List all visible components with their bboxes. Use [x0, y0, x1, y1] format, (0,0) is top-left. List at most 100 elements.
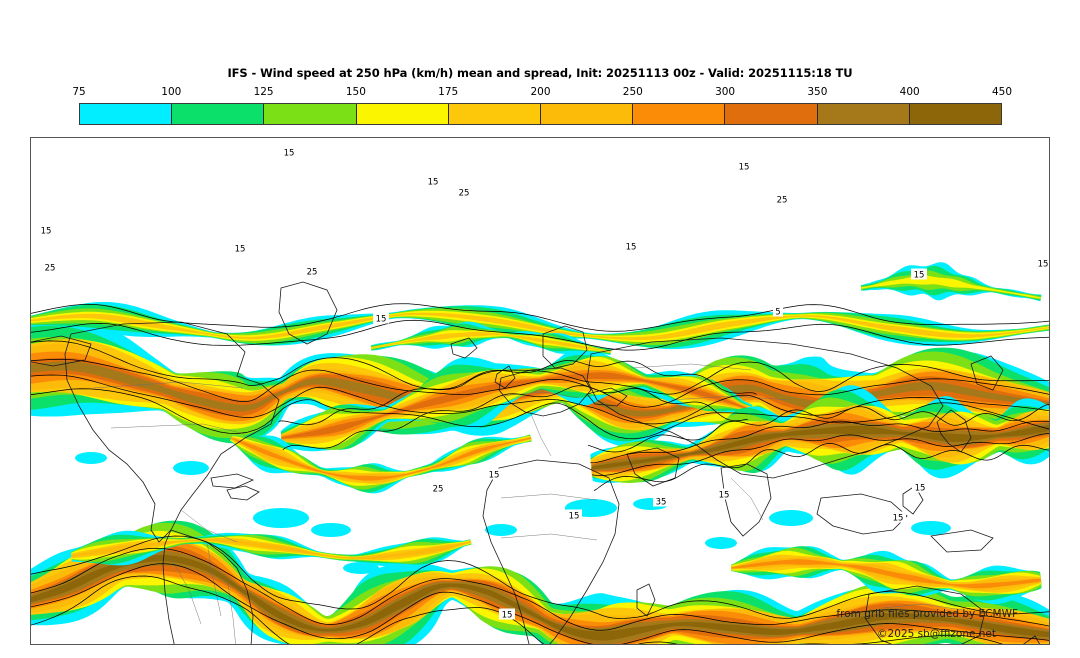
- contour-label-bg: [774, 193, 790, 205]
- colorbar-band-100-125: [172, 104, 265, 124]
- spread-contour: [31, 303, 1049, 332]
- page-title: IFS - Wind speed at 250 hPa (km/h) mean …: [227, 66, 853, 80]
- colorbar-tick-175: 175: [438, 86, 459, 98]
- wind-band: [31, 554, 1049, 641]
- colorbar-tick-250: 250: [622, 86, 643, 98]
- colorbar-band-350-400: [817, 104, 910, 124]
- wind-speed-shading: [31, 262, 1049, 644]
- contour-label: 25: [433, 484, 444, 494]
- country-border: [730, 477, 764, 521]
- spread-contour: [591, 433, 1049, 476]
- colorbar-bands: [79, 103, 1002, 125]
- wind-band: [71, 537, 472, 561]
- contour-label-bg: [653, 495, 669, 507]
- wind-band: [371, 330, 612, 353]
- country-border: [170, 557, 202, 625]
- wind-band: [343, 562, 379, 574]
- coastline: [936, 409, 972, 453]
- contour-label-bg: [911, 268, 927, 280]
- spread-contour: [31, 547, 1049, 631]
- colorbar-band-300-350: [725, 104, 818, 124]
- colorbar-tick-300: 300: [715, 86, 736, 98]
- colorbar-tick-200: 200: [530, 86, 551, 98]
- contour-label: 15: [1038, 259, 1049, 269]
- contour-label: 25: [45, 263, 56, 273]
- data-source-credit: from grib files provided by ECMWF: [836, 608, 1018, 620]
- spread-contour: [587, 403, 1049, 453]
- spread-contour: [593, 443, 1049, 492]
- contour-label-bg: [566, 509, 582, 521]
- contour-label-bg: [912, 481, 928, 493]
- contour-label-bg: [773, 305, 783, 317]
- contour-label-bg: [281, 146, 297, 158]
- wind-band: [229, 434, 532, 494]
- contour-label-bg: [890, 511, 906, 523]
- wind-band: [861, 275, 1042, 299]
- coastline: [64, 321, 280, 543]
- country-border: [670, 395, 792, 401]
- spread-contour: [31, 563, 1049, 644]
- wind-band: [769, 510, 813, 526]
- contour-label-bg: [425, 175, 441, 187]
- colorbar-band-175-200: [448, 104, 542, 124]
- coastline: [162, 529, 254, 644]
- country-border: [206, 541, 222, 617]
- colorbar-band-400-450: [909, 104, 1002, 124]
- contour-label: 15: [569, 511, 580, 521]
- country-border: [882, 603, 964, 611]
- coastline: [586, 387, 628, 407]
- contour-label: 15: [626, 242, 637, 252]
- colorbar-tick-350: 350: [807, 86, 828, 98]
- contour-label: 15: [41, 226, 52, 236]
- contour-label: 35: [656, 497, 667, 507]
- wind-band: [281, 372, 752, 439]
- country-border: [226, 577, 236, 644]
- contour-label: 5: [775, 307, 780, 317]
- wind-band: [31, 312, 1049, 340]
- colorbar: 75 100 125 150 175 200 250 300 350 400 450: [72, 86, 1012, 125]
- coastline: [31, 335, 92, 367]
- coastline: [636, 583, 656, 617]
- contour-label: 15: [376, 314, 387, 324]
- contour-label-bg: [430, 482, 446, 494]
- colorbar-band-150-175: [356, 104, 449, 124]
- contour-label-bg: [373, 312, 389, 324]
- coastline: [720, 463, 772, 537]
- contour-label: 25: [307, 267, 318, 277]
- country-border: [500, 533, 598, 541]
- contour-label: 15: [284, 148, 295, 158]
- map-canvas: 15 15 25 15 15 25 15 25 15 25 15 15 15 5 15 15 25 35 15 15 1…: [31, 146, 1049, 644]
- colorbar-tick-450: 450: [991, 86, 1013, 98]
- wind-band: [731, 559, 1042, 589]
- spread-contour: [31, 535, 1049, 619]
- contour-label: 15: [915, 483, 926, 493]
- wind-band: [591, 425, 1049, 470]
- country-border: [500, 493, 598, 501]
- contour-label: 15: [739, 162, 750, 172]
- contour-label: 15: [235, 244, 246, 254]
- wind-band: [485, 524, 517, 536]
- coastline: [210, 473, 255, 489]
- map-frame: 15 15 25 15 15 25 15 25 15 25 15 15 15 5 15 15 25 35 15 15 1…: [30, 137, 1050, 645]
- contour-label-bg: [456, 186, 472, 198]
- contour-label-bg: [42, 261, 58, 273]
- coastline: [930, 529, 994, 553]
- coastline: [494, 365, 516, 389]
- contour-label: 25: [459, 188, 470, 198]
- coastline: [586, 337, 944, 479]
- spread-contour: [31, 319, 1049, 351]
- colorbar-tick-labels: 75 100 125 150 175 200 250 300 350 400 450: [72, 86, 1012, 101]
- wind-band: [173, 461, 209, 475]
- coastline: [816, 493, 908, 535]
- wind-band: [311, 523, 351, 537]
- colorbar-tick-100: 100: [161, 86, 182, 98]
- spread-contour: [31, 340, 1049, 395]
- coastline: [482, 459, 620, 644]
- contour-label-bg: [1035, 257, 1049, 269]
- country-borders: [92, 363, 964, 644]
- coastline: [864, 585, 986, 644]
- wind-band: [371, 326, 612, 354]
- colorbar-band-125-150: [264, 104, 357, 124]
- colorbar-tick-150: 150: [345, 86, 366, 98]
